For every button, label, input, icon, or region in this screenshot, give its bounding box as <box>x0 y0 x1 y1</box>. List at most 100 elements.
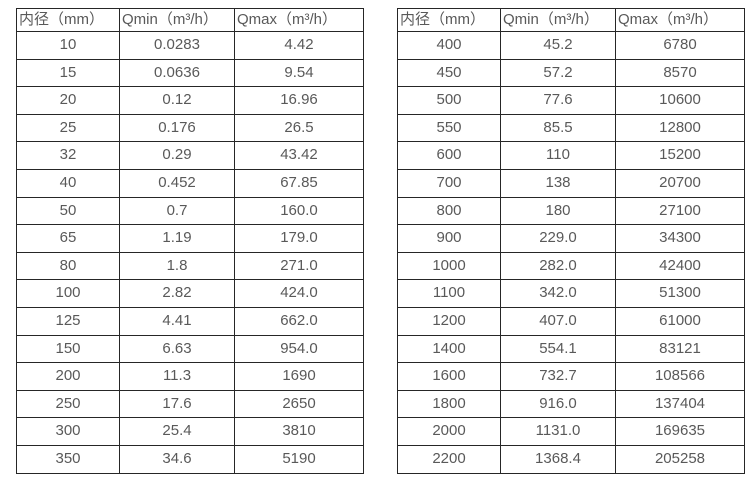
table-cell: 407.0 <box>500 306 616 336</box>
table-row: 700 138 20700 <box>397 168 745 198</box>
table-cell: 25.4 <box>119 417 235 446</box>
table-cell: 554.1 <box>500 334 616 364</box>
table-cell: 26.5 <box>234 113 364 143</box>
table-cell: 282.0 <box>500 251 616 281</box>
table-cell: 65 <box>16 224 120 253</box>
table-cell: 0.452 <box>119 168 235 198</box>
header-row: 内径（mm） Qmin（m³/h） Qmax（m³/h） <box>16 8 364 32</box>
table-cell: 1600 <box>397 362 501 391</box>
table-row: 400 45.2 6780 <box>397 31 745 60</box>
table-cell: 350 <box>16 444 120 474</box>
table-cell: 77.6 <box>500 86 616 115</box>
table-cell: 50 <box>16 196 120 226</box>
table-cell: 2200 <box>397 444 501 474</box>
table-cell: 2000 <box>397 417 501 446</box>
table-cell: 1131.0 <box>500 417 616 446</box>
table-cell: 20700 <box>615 168 745 198</box>
column-header: Qmax（m³/h） <box>234 8 364 32</box>
table-cell: 1100 <box>397 279 501 308</box>
table-cell: 34300 <box>615 224 745 253</box>
table-cell: 250 <box>16 389 120 419</box>
table-cell: 34.6 <box>119 444 235 474</box>
table-cell: 1368.4 <box>500 444 616 474</box>
table-cell: 10600 <box>615 86 745 115</box>
table-row: 1000 282.0 42400 <box>397 251 745 281</box>
table-cell: 0.12 <box>119 86 235 115</box>
column-header: Qmax（m³/h） <box>615 8 745 32</box>
table-body: 400 45.2 6780 450 57.2 8570 500 77.6 10600 550 85.… <box>397 31 745 474</box>
table-cell: 500 <box>397 86 501 115</box>
table-cell: 342.0 <box>500 279 616 308</box>
table-cell: 42400 <box>615 251 745 281</box>
table-row: 20 0.12 16.96 <box>16 86 364 115</box>
table-cell: 61000 <box>615 306 745 336</box>
table-row: 500 77.6 10600 <box>397 86 745 115</box>
table-cell: 180 <box>500 196 616 226</box>
table-cell: 67.85 <box>234 168 364 198</box>
table-row: 600 110 15200 <box>397 141 745 170</box>
table-cell: 2.82 <box>119 279 235 308</box>
flow-spec-table-left: 内径（mm） Qmin（m³/h） Qmax（m³/h） 10 0.0283 4.42 1… <box>16 8 364 474</box>
table-row: 200 11.3 1690 <box>16 362 364 391</box>
table-row: 450 57.2 8570 <box>397 58 745 88</box>
table-cell: 20 <box>16 86 120 115</box>
table-cell: 1.8 <box>119 251 235 281</box>
table-row: 80 1.8 271.0 <box>16 251 364 281</box>
table-cell: 400 <box>397 31 501 60</box>
table-cell: 150 <box>16 334 120 364</box>
table-cell: 2650 <box>234 389 364 419</box>
table-cell: 424.0 <box>234 279 364 308</box>
table-cell: 732.7 <box>500 362 616 391</box>
table-cell: 110 <box>500 141 616 170</box>
column-header: 内径（mm） <box>397 8 501 32</box>
table-cell: 51300 <box>615 279 745 308</box>
table-cell: 700 <box>397 168 501 198</box>
table-row: 100 2.82 424.0 <box>16 279 364 308</box>
column-header: Qmin（m³/h） <box>119 8 235 32</box>
table-head: 内径（mm） Qmin（m³/h） Qmax（m³/h） <box>16 8 364 32</box>
table-cell: 954.0 <box>234 334 364 364</box>
table-row: 65 1.19 179.0 <box>16 224 364 253</box>
table-cell: 0.0283 <box>119 31 235 60</box>
table-cell: 0.0636 <box>119 58 235 88</box>
table-cell: 108566 <box>615 362 745 391</box>
table-row: 25 0.176 26.5 <box>16 113 364 143</box>
table-cell: 80 <box>16 251 120 281</box>
table-row: 1400 554.1 83121 <box>397 334 745 364</box>
table-cell: 27100 <box>615 196 745 226</box>
table-cell: 1400 <box>397 334 501 364</box>
table-cell: 900 <box>397 224 501 253</box>
table-cell: 916.0 <box>500 389 616 419</box>
table-cell: 9.54 <box>234 58 364 88</box>
table-cell: 300 <box>16 417 120 446</box>
table-row: 2000 1131.0 169635 <box>397 417 745 446</box>
table-row: 550 85.5 12800 <box>397 113 745 143</box>
table-cell: 1000 <box>397 251 501 281</box>
table-row: 1100 342.0 51300 <box>397 279 745 308</box>
table-cell: 11.3 <box>119 362 235 391</box>
table-cell: 12800 <box>615 113 745 143</box>
table-cell: 45.2 <box>500 31 616 60</box>
table-cell: 3810 <box>234 417 364 446</box>
table-cell: 25 <box>16 113 120 143</box>
table-row: 2200 1368.4 205258 <box>397 444 745 474</box>
table-row: 1800 916.0 137404 <box>397 389 745 419</box>
table-cell: 83121 <box>615 334 745 364</box>
table-row: 50 0.7 160.0 <box>16 196 364 226</box>
column-header: Qmin（m³/h） <box>500 8 616 32</box>
table-cell: 4.42 <box>234 31 364 60</box>
table-cell: 550 <box>397 113 501 143</box>
table-cell: 600 <box>397 141 501 170</box>
table-cell: 17.6 <box>119 389 235 419</box>
table-cell: 160.0 <box>234 196 364 226</box>
table-cell: 0.7 <box>119 196 235 226</box>
table-cell: 43.42 <box>234 141 364 170</box>
table-cell: 169635 <box>615 417 745 446</box>
table-cell: 179.0 <box>234 224 364 253</box>
table-body: 10 0.0283 4.42 15 0.0636 9.54 20 0.12 16.96 25 0.1… <box>16 31 364 474</box>
table-cell: 85.5 <box>500 113 616 143</box>
table-cell: 662.0 <box>234 306 364 336</box>
table-cell: 5190 <box>234 444 364 474</box>
table-row: 250 17.6 2650 <box>16 389 364 419</box>
table-row: 1600 732.7 108566 <box>397 362 745 391</box>
